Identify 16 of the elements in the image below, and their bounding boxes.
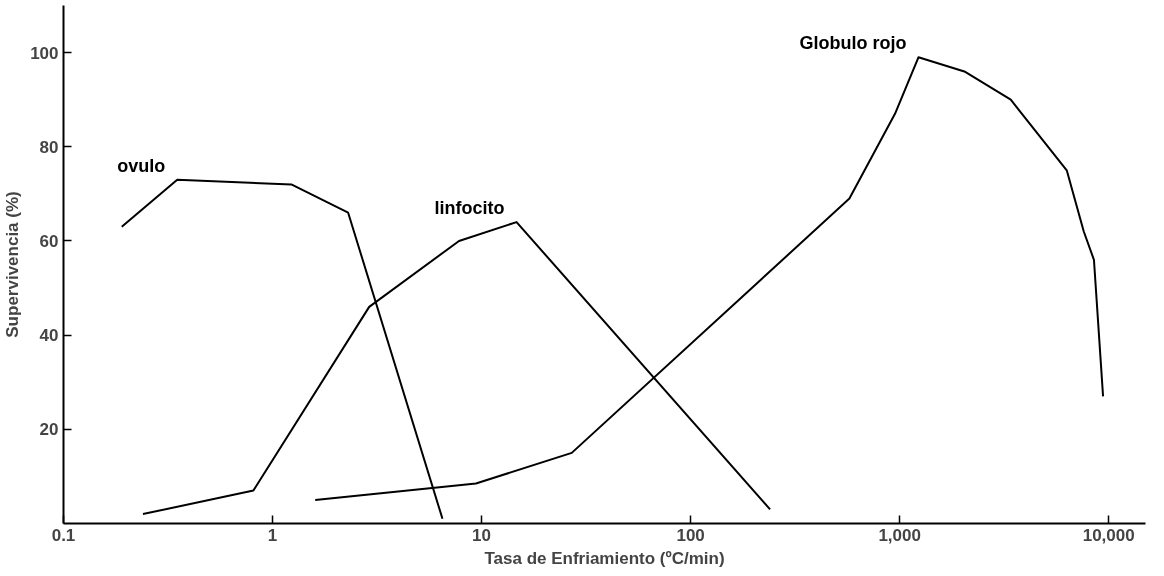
x-tick-label: 0.1 — [51, 525, 76, 545]
y-tick-label: 100 — [30, 43, 59, 63]
y-tick-label: 80 — [39, 137, 59, 157]
y-axis-title: Supervivencia (%) — [3, 191, 23, 338]
series-label: ovulo — [117, 155, 166, 176]
x-tick-label: 100 — [676, 525, 705, 545]
x-tick-label: 1,000 — [878, 525, 921, 545]
x-axis-title: Tasa de Enfriamiento (ºC/min) — [484, 548, 725, 568]
x-tick-label: 10,000 — [1082, 525, 1135, 545]
x-tick-label: 10 — [472, 525, 492, 545]
y-tick-label: 60 — [39, 231, 59, 251]
x-tick-label: 1 — [267, 525, 278, 545]
series-label: linfocito — [434, 198, 505, 219]
y-tick-label: 20 — [39, 420, 59, 440]
series-label: Globulo rojo — [799, 33, 907, 54]
y-tick-label: 40 — [39, 326, 59, 346]
